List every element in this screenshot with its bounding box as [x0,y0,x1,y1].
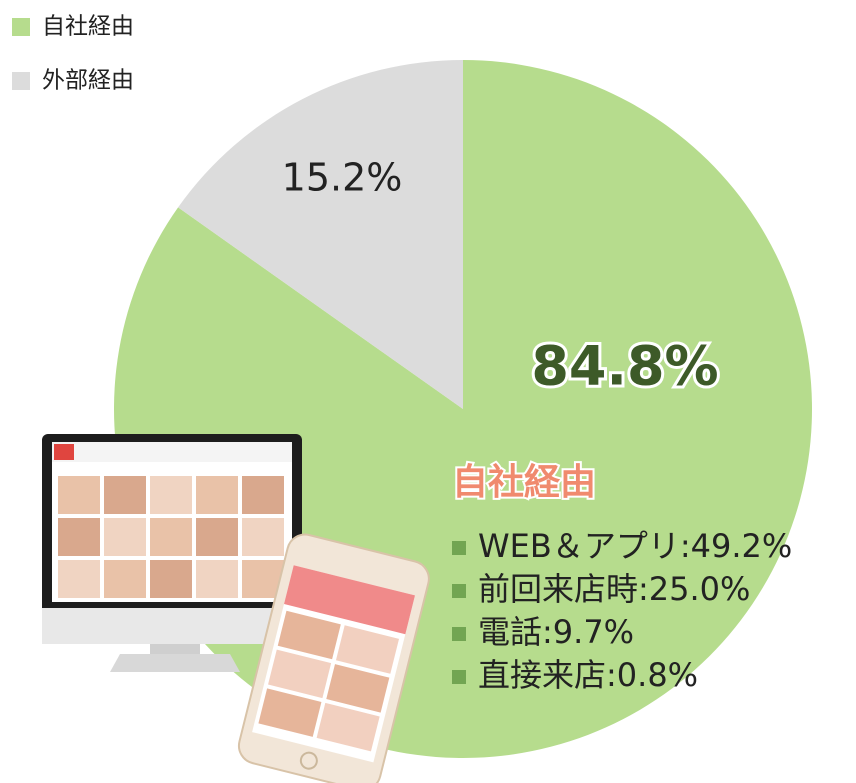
phone-button [299,751,318,770]
legend-swatch [12,72,30,90]
legend-swatch [12,18,30,36]
monitor-chin [42,608,302,644]
tile [242,518,284,556]
device-illustration [42,434,430,783]
pie-slice [178,60,463,409]
tile [104,518,146,556]
phone-tiles [258,610,400,752]
breakdown-item: 前回来店時:25.0% [478,570,750,608]
tile [258,688,322,737]
legend-label: 自社経由 [42,14,134,40]
slice-label: 84.8% [531,335,718,398]
tile [104,560,146,598]
breakdown-item: 電話:9.7% [478,613,634,651]
annotation: 自社経由 [452,462,596,503]
pie [113,60,813,758]
bullet [452,670,466,684]
tile [58,518,100,556]
tile [150,560,192,598]
tile [196,476,238,514]
tile [104,476,146,514]
tile [316,702,380,752]
monitor-stand [110,654,240,672]
tile [196,518,238,556]
breakdown-item: 直接来店:0.8% [478,656,698,694]
tile [335,625,400,674]
phone-header [284,565,415,635]
phone [237,533,430,783]
screen-tiles [58,476,284,598]
tile [196,560,238,598]
screen-header [52,442,292,462]
legend-label: 外部経由 [42,68,134,94]
tile [242,476,284,514]
tile [277,610,341,660]
bullet [452,584,466,598]
tile [58,476,100,514]
slice-label: 15.2% [282,156,403,200]
bullet [452,627,466,641]
screen-logo [54,444,74,460]
tile [268,649,332,699]
tile [326,664,390,713]
tile [58,560,100,598]
breakdown-item: WEB＆アプリ:49.2% [478,527,792,565]
tile [150,518,192,556]
bullet [452,541,466,555]
tile [150,476,192,514]
labels: 84.8%15.2%自社経由外部経由自社経由WEB＆アプリ:49.2%前回来店時… [12,14,792,694]
